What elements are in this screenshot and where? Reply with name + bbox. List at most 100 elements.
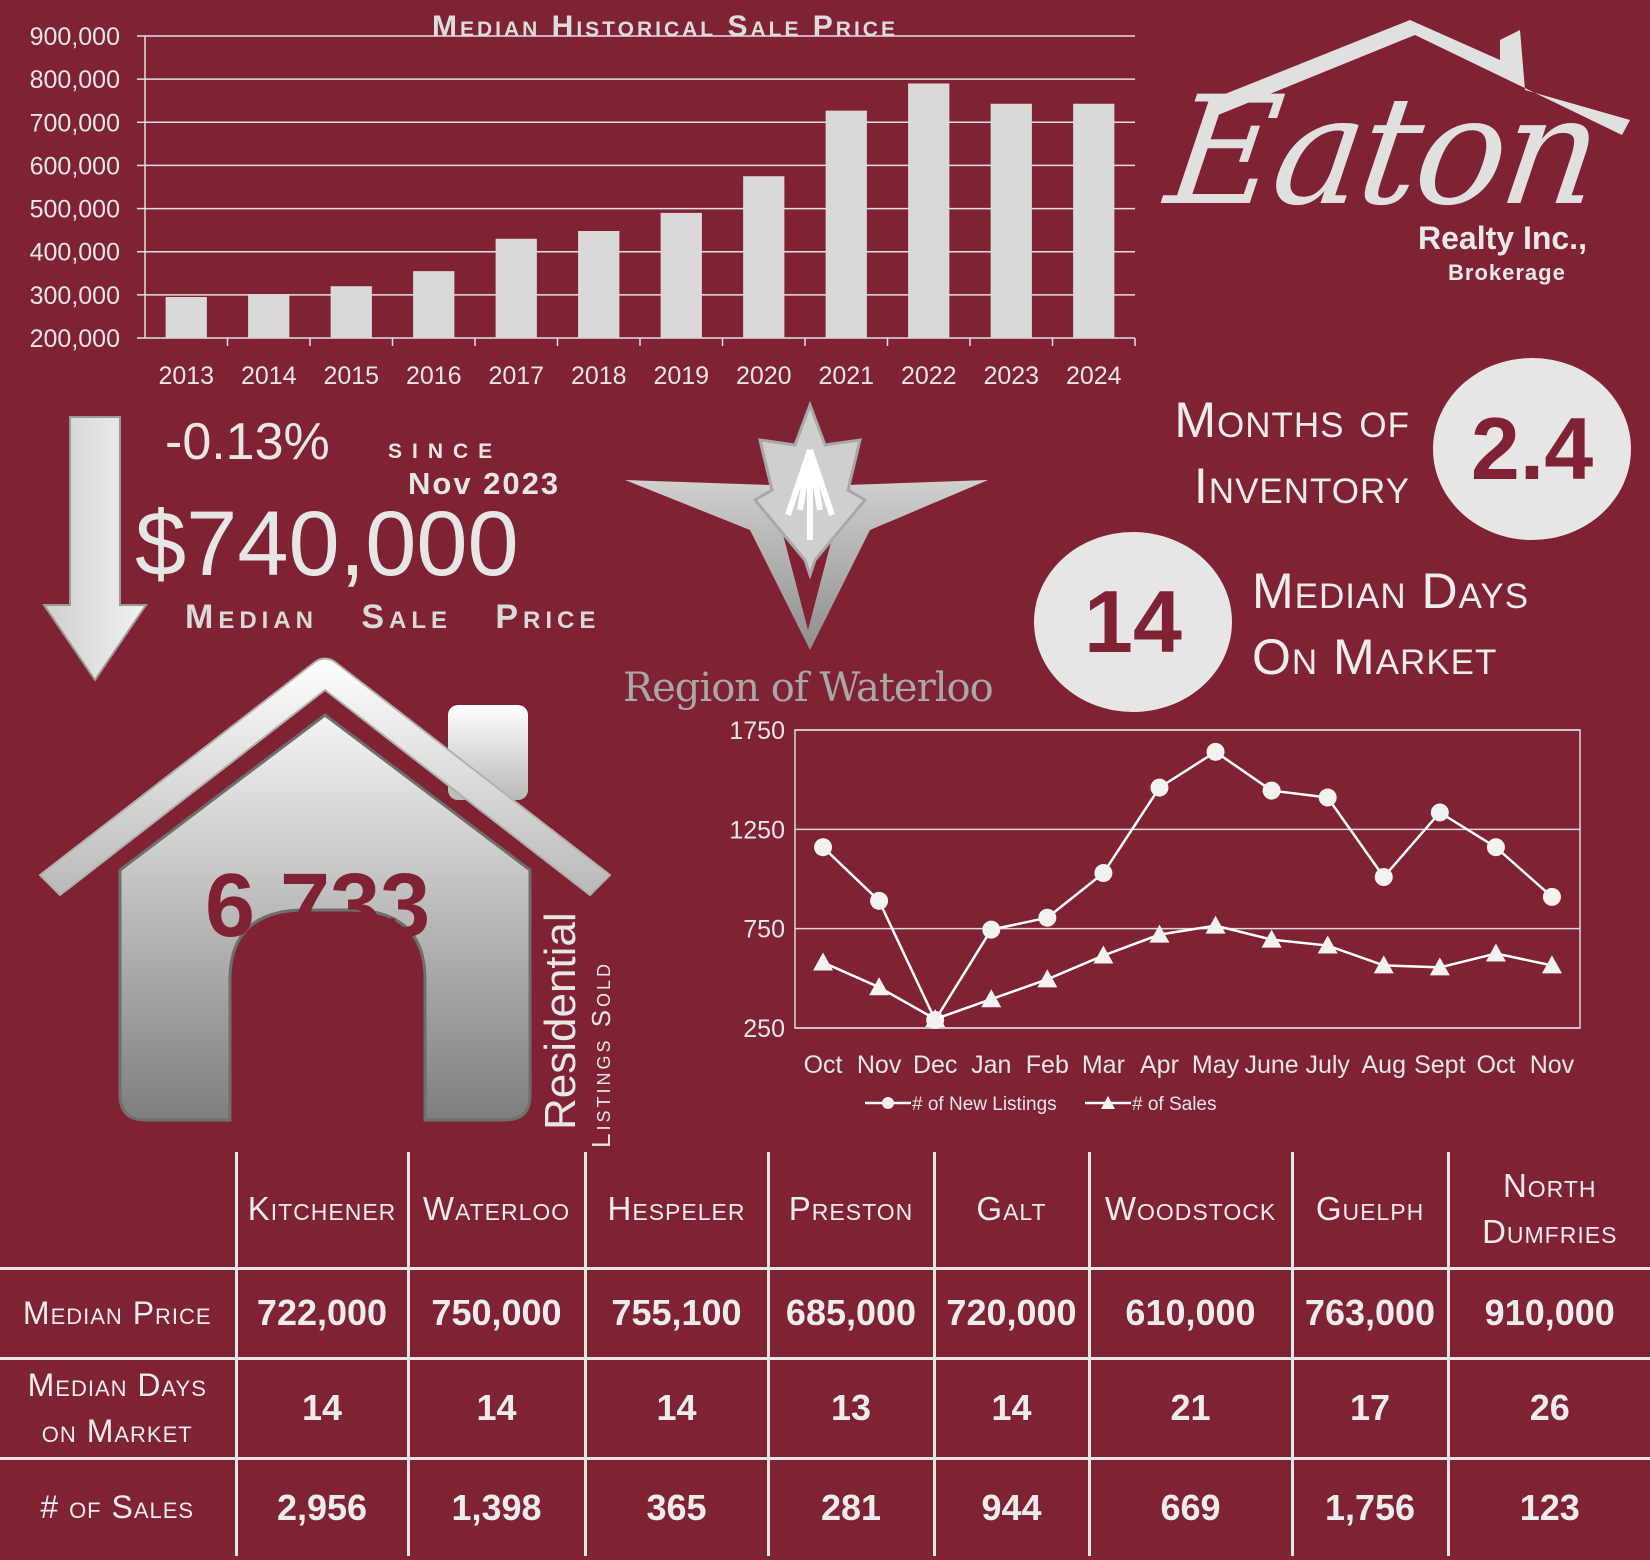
legend-marker xyxy=(882,1097,894,1109)
table-cell: 763,000 xyxy=(1290,1266,1448,1358)
data-point xyxy=(814,838,833,857)
bar xyxy=(165,297,207,338)
table-cell: 755,100 xyxy=(583,1266,768,1358)
data-point xyxy=(982,920,1001,939)
table-row-median-price: Median Price 722,000 750,000 755,100 685… xyxy=(0,1266,1650,1358)
bar xyxy=(248,293,290,338)
table-header-row: Kitchener Waterloo Hespeler Preston Galt… xyxy=(0,1152,1650,1268)
y-tick-label: 700,000 xyxy=(30,109,120,137)
data-point xyxy=(1150,778,1169,797)
data-point xyxy=(1430,803,1449,822)
column-header: Preston xyxy=(766,1152,934,1268)
months-inventory-label: Months of Inventory xyxy=(1140,387,1410,519)
table-cell: 13 xyxy=(766,1356,934,1458)
data-point xyxy=(1205,915,1226,934)
table-cell: 722,000 xyxy=(234,1266,408,1358)
months-inventory-label-line1: Months of xyxy=(1174,392,1410,448)
data-point xyxy=(1261,929,1282,948)
column-header: Woodstock xyxy=(1087,1152,1292,1268)
plot-border xyxy=(794,729,1581,1029)
column-header: Hespeler xyxy=(583,1152,768,1268)
y-tick-label: 900,000 xyxy=(30,23,120,51)
x-tick-label: 2016 xyxy=(406,362,462,390)
table-cell: 14 xyxy=(406,1356,585,1458)
data-point xyxy=(1486,838,1505,857)
y-tick-label: 500,000 xyxy=(30,196,120,224)
bar xyxy=(990,103,1032,338)
series-line xyxy=(822,750,1553,1023)
row-label: Median Days on Market xyxy=(0,1356,236,1458)
data-point xyxy=(1374,868,1393,887)
x-tick-label: Mar xyxy=(1082,1051,1125,1079)
x-tick-label: 2020 xyxy=(736,362,792,390)
table-cell: 669 xyxy=(1087,1456,1292,1556)
data-point xyxy=(1373,955,1394,974)
y-tick-label: 800,000 xyxy=(30,66,120,94)
chart-title: Median Historical Sale Price xyxy=(432,10,898,43)
since-label: since xyxy=(388,432,503,465)
y-tick-label: 400,000 xyxy=(30,239,120,267)
x-tick-label: May xyxy=(1192,1051,1240,1079)
months-inventory-label-line2: Inventory xyxy=(1193,458,1410,514)
bar xyxy=(908,83,950,338)
x-tick-label: Feb xyxy=(1026,1051,1069,1079)
table-cell: 21 xyxy=(1087,1356,1292,1458)
house-roof-icon xyxy=(1210,20,1630,135)
table-cell: 610,000 xyxy=(1087,1266,1292,1358)
down-arrow-icon xyxy=(42,416,148,682)
median-days-value: 14 xyxy=(1034,532,1232,712)
column-header: Guelph xyxy=(1290,1152,1448,1268)
data-point xyxy=(869,977,890,996)
y-tick-label: 600,000 xyxy=(30,152,120,180)
x-tick-label: Oct xyxy=(804,1051,843,1079)
bar xyxy=(660,212,702,338)
data-point xyxy=(1038,908,1057,927)
y-tick-label: 750 xyxy=(743,916,785,944)
x-tick-label: Oct xyxy=(1476,1051,1515,1079)
table-cell: 14 xyxy=(234,1356,408,1458)
data-point xyxy=(1318,788,1337,807)
x-tick-label: Apr xyxy=(1140,1051,1179,1079)
median-sale-price-label: Median Sale Price xyxy=(185,598,601,636)
x-tick-label: Nov xyxy=(857,1051,902,1079)
since-date: Nov 2023 xyxy=(408,466,561,501)
data-point xyxy=(1262,781,1281,800)
data-point xyxy=(1149,924,1170,943)
data-point xyxy=(1317,935,1338,954)
table-cell: 720,000 xyxy=(932,1266,1089,1358)
eaton-logo: Eaton Realty Inc., Brokerage xyxy=(1158,10,1640,290)
row-label: Median Price xyxy=(0,1266,236,1358)
table-cell: 2,956 xyxy=(234,1456,408,1556)
table-cell: 1,398 xyxy=(406,1456,585,1556)
x-tick-label: 2015 xyxy=(323,362,379,390)
bar xyxy=(825,110,867,338)
column-header: Kitchener xyxy=(234,1152,408,1268)
table-cell: 26 xyxy=(1446,1356,1650,1458)
x-tick-label: 2019 xyxy=(653,362,709,390)
eaton-script-logo: Eaton xyxy=(1157,65,1609,239)
legend-label: # of Sales xyxy=(1132,1094,1217,1115)
legend-label: # of New Listings xyxy=(912,1094,1057,1115)
x-tick-label: 2023 xyxy=(983,362,1039,390)
x-tick-label: 2013 xyxy=(158,362,214,390)
series-line xyxy=(822,924,1553,1021)
table-cell: 123 xyxy=(1446,1456,1650,1556)
data-point xyxy=(1094,864,1113,883)
y-tick-label: 300,000 xyxy=(30,282,120,310)
data-point xyxy=(1093,945,1114,964)
data-point xyxy=(870,891,889,910)
percent-change: -0.13% xyxy=(165,413,330,471)
y-tick-label: 1750 xyxy=(729,717,785,745)
data-point xyxy=(1542,887,1561,906)
column-header: Galt xyxy=(932,1152,1089,1268)
bar xyxy=(330,286,372,338)
y-tick-label: 1250 xyxy=(729,816,785,844)
bar xyxy=(495,238,537,338)
table-cell: 281 xyxy=(766,1456,934,1556)
x-tick-label: 2014 xyxy=(241,362,297,390)
table-cell: 14 xyxy=(583,1356,768,1458)
bar xyxy=(1073,103,1115,338)
x-tick-label: Jan xyxy=(971,1051,1011,1079)
x-tick-label: Aug xyxy=(1362,1051,1406,1079)
